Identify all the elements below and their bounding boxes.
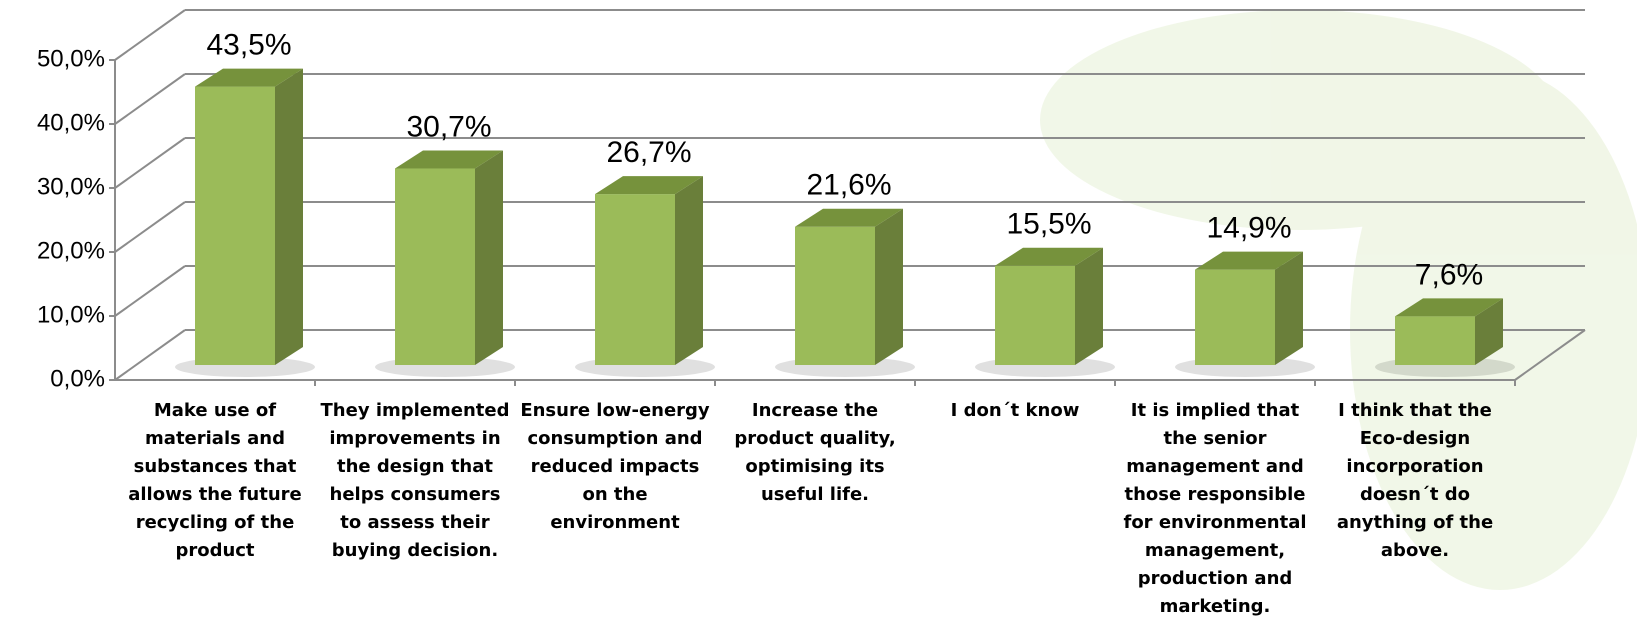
bar-side <box>475 150 503 365</box>
bar <box>395 168 475 365</box>
value-label: 26,7% <box>606 136 691 169</box>
bar <box>795 226 875 365</box>
grid-line <box>114 265 186 317</box>
grid-line <box>114 201 186 253</box>
bar <box>595 194 675 365</box>
axis-line <box>1514 329 1586 381</box>
bar-top <box>1195 251 1303 270</box>
bar-side <box>675 176 703 365</box>
x-tick-label: They implemented improvements in the des… <box>320 400 510 561</box>
grid-line <box>114 73 186 125</box>
bar-top <box>1395 298 1503 317</box>
bar <box>995 265 1075 365</box>
y-tick-label: 10,0% <box>37 301 105 328</box>
bar-side <box>1475 298 1503 365</box>
x-tick-label: Increase the product quality, optimising… <box>734 400 896 505</box>
x-tick-label: Make use of materials and substances tha… <box>128 400 302 561</box>
grid-line <box>114 137 186 189</box>
bar-top <box>195 68 303 87</box>
x-tick-label: Ensure low-energy consumption and reduce… <box>520 400 710 533</box>
grid-line <box>114 9 186 61</box>
y-tick-label: 20,0% <box>37 237 105 264</box>
value-label: 14,9% <box>1206 212 1291 245</box>
value-label: 43,5% <box>206 29 291 62</box>
bar <box>195 86 275 365</box>
bar-top <box>595 176 703 195</box>
bar-top <box>395 150 503 169</box>
value-label: 30,7% <box>406 110 491 143</box>
x-tick-label: It is implied that the senior management… <box>1123 400 1307 617</box>
bar-top <box>995 247 1103 266</box>
bar <box>1195 269 1275 365</box>
y-tick-label: 50,0% <box>37 45 105 72</box>
x-tick-label: I think that the Eco-design incorporatio… <box>1336 400 1494 561</box>
y-tick-label: 0,0% <box>50 365 105 392</box>
value-label: 7,6% <box>1415 258 1483 291</box>
bar-side <box>875 208 903 365</box>
bar <box>1395 316 1475 365</box>
y-tick-label: 30,0% <box>37 173 105 200</box>
x-tick-label: I don´t know <box>950 400 1080 421</box>
bar-side <box>1075 247 1103 365</box>
value-label: 21,6% <box>806 169 891 202</box>
bar-top <box>795 208 903 227</box>
grid-line <box>114 329 186 381</box>
y-tick-label: 40,0% <box>37 109 105 136</box>
bar-side <box>1275 251 1303 365</box>
value-label: 15,5% <box>1006 208 1091 241</box>
bar-side <box>275 68 303 365</box>
